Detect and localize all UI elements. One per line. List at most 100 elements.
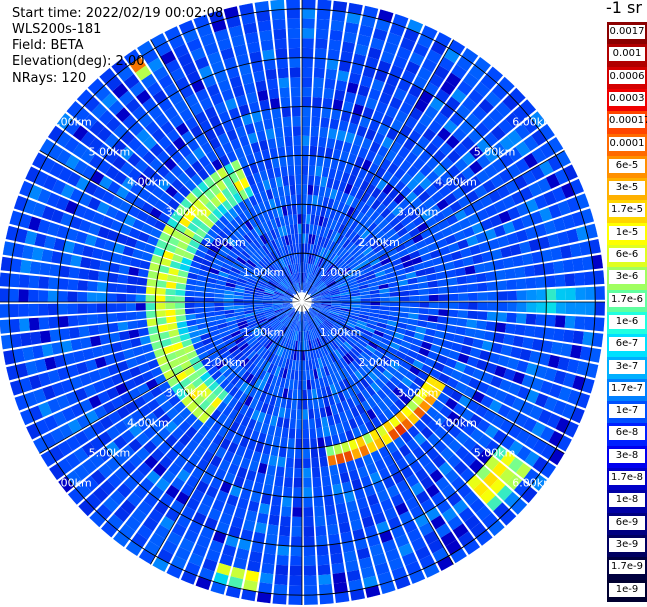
range-gate (296, 194, 302, 205)
range-gate (455, 431, 470, 445)
range-gate (524, 434, 539, 450)
range-gate (375, 248, 387, 258)
range-gate (287, 28, 301, 39)
range-gate (184, 290, 195, 297)
range-gate (302, 243, 305, 254)
range-gate (356, 497, 369, 510)
range-gate (247, 418, 257, 430)
range-gate (330, 291, 341, 296)
range-gate (303, 282, 305, 293)
range-gate (167, 376, 179, 388)
range-gate (303, 272, 305, 283)
range-gate (280, 326, 288, 336)
range-gate (309, 274, 314, 285)
range-gate (195, 280, 207, 287)
range-gate (540, 443, 556, 460)
range-gate (101, 250, 113, 262)
range-gate (278, 77, 290, 89)
range-gate (153, 220, 166, 231)
range-gate (201, 387, 213, 399)
range-gate (254, 226, 263, 237)
range-gate (428, 302, 439, 309)
range-gate (73, 204, 87, 218)
range-gate (163, 369, 175, 381)
range-gate (182, 61, 197, 76)
range-gate (360, 412, 371, 424)
range-gate (291, 253, 296, 264)
range-gate (351, 233, 361, 244)
range-gate (330, 309, 340, 314)
range-gate (33, 437, 49, 454)
range-gate (491, 158, 506, 173)
range-gate (289, 264, 295, 275)
range-gate (258, 380, 267, 392)
range-gate (322, 426, 331, 437)
range-gate (197, 503, 211, 517)
range-gate (311, 296, 322, 300)
range-gate (212, 433, 224, 446)
range-gate (345, 275, 356, 282)
range-gate (511, 217, 525, 231)
range-gate (129, 81, 146, 97)
range-gate (332, 149, 342, 161)
range-gate (332, 572, 347, 584)
range-gate (328, 313, 338, 320)
range-gate (287, 339, 292, 350)
range-gate (290, 369, 295, 380)
range-gate (491, 342, 503, 354)
colorbar-tick-label: 1.7e-9 (609, 560, 645, 575)
range-gate (579, 241, 592, 256)
range-gate (274, 309, 285, 314)
range-gate (516, 202, 530, 217)
range-gate (78, 499, 95, 517)
range-gate (296, 282, 300, 293)
range-gate (552, 186, 566, 203)
range-gate (207, 325, 219, 333)
range-gate (210, 60, 225, 74)
range-gate (320, 291, 330, 296)
range-gate (204, 163, 216, 176)
range-gate (461, 166, 475, 181)
range-gate (227, 441, 239, 454)
range-gate (489, 399, 503, 413)
range-gate (205, 316, 216, 323)
range-gate (324, 277, 334, 285)
range-gate (80, 148, 96, 164)
range-gate (400, 340, 412, 349)
range-gate (469, 498, 486, 514)
colorbar-tick-label: 1e-5 (609, 225, 645, 240)
range-gate (324, 344, 332, 355)
range-gate (227, 463, 239, 476)
range-gate (315, 165, 323, 177)
range-gate (451, 476, 466, 491)
range-gate (428, 294, 439, 302)
range-gate (282, 304, 293, 308)
range-gate (188, 388, 201, 401)
range-gate (347, 243, 357, 254)
range-gate (218, 271, 229, 278)
range-gate (453, 259, 465, 269)
range-gate (152, 462, 167, 477)
range-gate (204, 297, 215, 302)
range-gate (348, 283, 359, 289)
range-gate (56, 113, 73, 130)
range-gate (37, 219, 51, 234)
range-gate (155, 295, 166, 302)
range-gate (142, 151, 156, 165)
range-gate (306, 310, 311, 320)
range-gate (409, 250, 421, 260)
range-gate (350, 144, 361, 156)
range-gate (319, 456, 328, 468)
range-gate (252, 531, 266, 544)
colorbar-tick-label: 0.0006 (609, 69, 645, 84)
range-gate (428, 287, 439, 295)
range-gate (281, 246, 287, 257)
range-gate (413, 121, 428, 136)
range-gate (326, 264, 335, 273)
colorbar-unit: -1 sr (606, 0, 642, 17)
range-gate (340, 294, 351, 298)
range-gate (506, 279, 517, 290)
range-gate (439, 104, 455, 119)
range-gate (399, 296, 410, 302)
range-gate (335, 453, 345, 465)
